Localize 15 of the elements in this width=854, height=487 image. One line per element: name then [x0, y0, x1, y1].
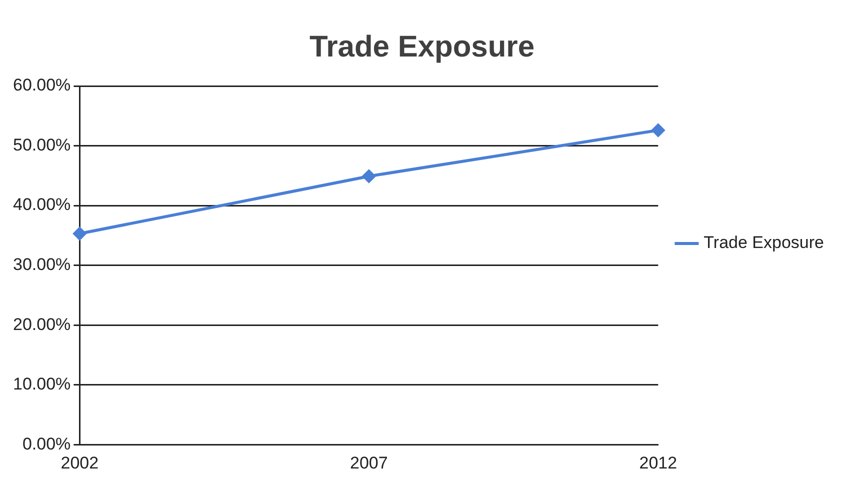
x-tick-label: 2007: [350, 453, 388, 472]
x-tick-label: 2002: [60, 453, 99, 472]
y-tick-label: 30.00%: [12, 254, 71, 274]
point: [652, 124, 665, 137]
point: [73, 227, 86, 240]
legend-label: Trade Exposure: [704, 233, 824, 252]
y-tick-label: 40.00%: [12, 195, 71, 214]
y-tick-label: 60.00%: [12, 76, 71, 95]
y-tick-label: 50.00%: [12, 135, 71, 154]
point: [362, 170, 376, 183]
y-tick-label: 20.00%: [12, 314, 71, 334]
y-tick-label: 10.00%: [12, 374, 71, 394]
y-tick-label: 0.00%: [22, 434, 71, 454]
chart-title: Trade Exposure: [309, 30, 535, 64]
x-tick-label: 2012: [639, 453, 678, 472]
